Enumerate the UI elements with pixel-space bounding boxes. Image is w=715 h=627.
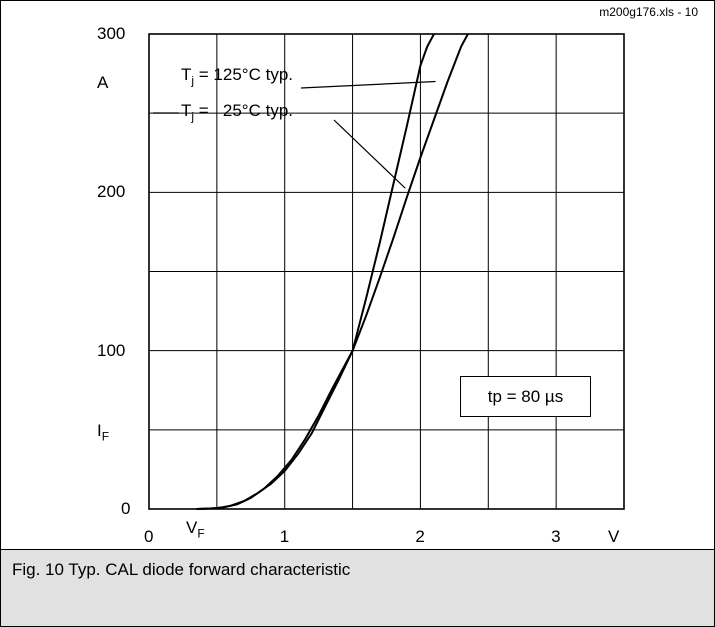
y-tick-label: 0 xyxy=(121,499,131,518)
x-tick-label: 1 xyxy=(279,527,290,546)
pulse-width-note-text: tp = 80 µs xyxy=(487,387,564,406)
plot-border xyxy=(148,33,625,510)
chart-plot xyxy=(148,33,625,510)
y-axis-label: IF xyxy=(97,421,110,444)
leader-line-125c xyxy=(300,80,436,89)
x-tick-label: 3 xyxy=(551,527,561,546)
leader-line-25c xyxy=(333,119,406,189)
curve-tj-25c xyxy=(196,33,435,510)
y-tick-label: 300 xyxy=(97,24,126,43)
x-tick-label: 2 xyxy=(415,527,425,546)
caption-box: Fig. 10 Typ. CAL diode forward character… xyxy=(1,549,714,626)
y-tick-label: 200 xyxy=(97,182,126,202)
x-axis-label: VF xyxy=(186,518,205,541)
x-tick-label: 0 xyxy=(144,527,154,546)
pulse-width-note: tp = 80 µs xyxy=(460,376,591,417)
figure-caption: Fig. 10 Typ. CAL diode forward character… xyxy=(12,560,351,579)
y-axis-unit: A xyxy=(97,73,109,92)
y-tick-label: 100 xyxy=(97,340,126,360)
series-label-125c: Tj = 125°C typ. xyxy=(181,65,293,88)
series-label-25c: Tj = 25°C typ. xyxy=(181,101,293,124)
x-axis-unit: V xyxy=(608,527,620,546)
file-tag: m200g176.xls - 10 xyxy=(599,5,698,19)
